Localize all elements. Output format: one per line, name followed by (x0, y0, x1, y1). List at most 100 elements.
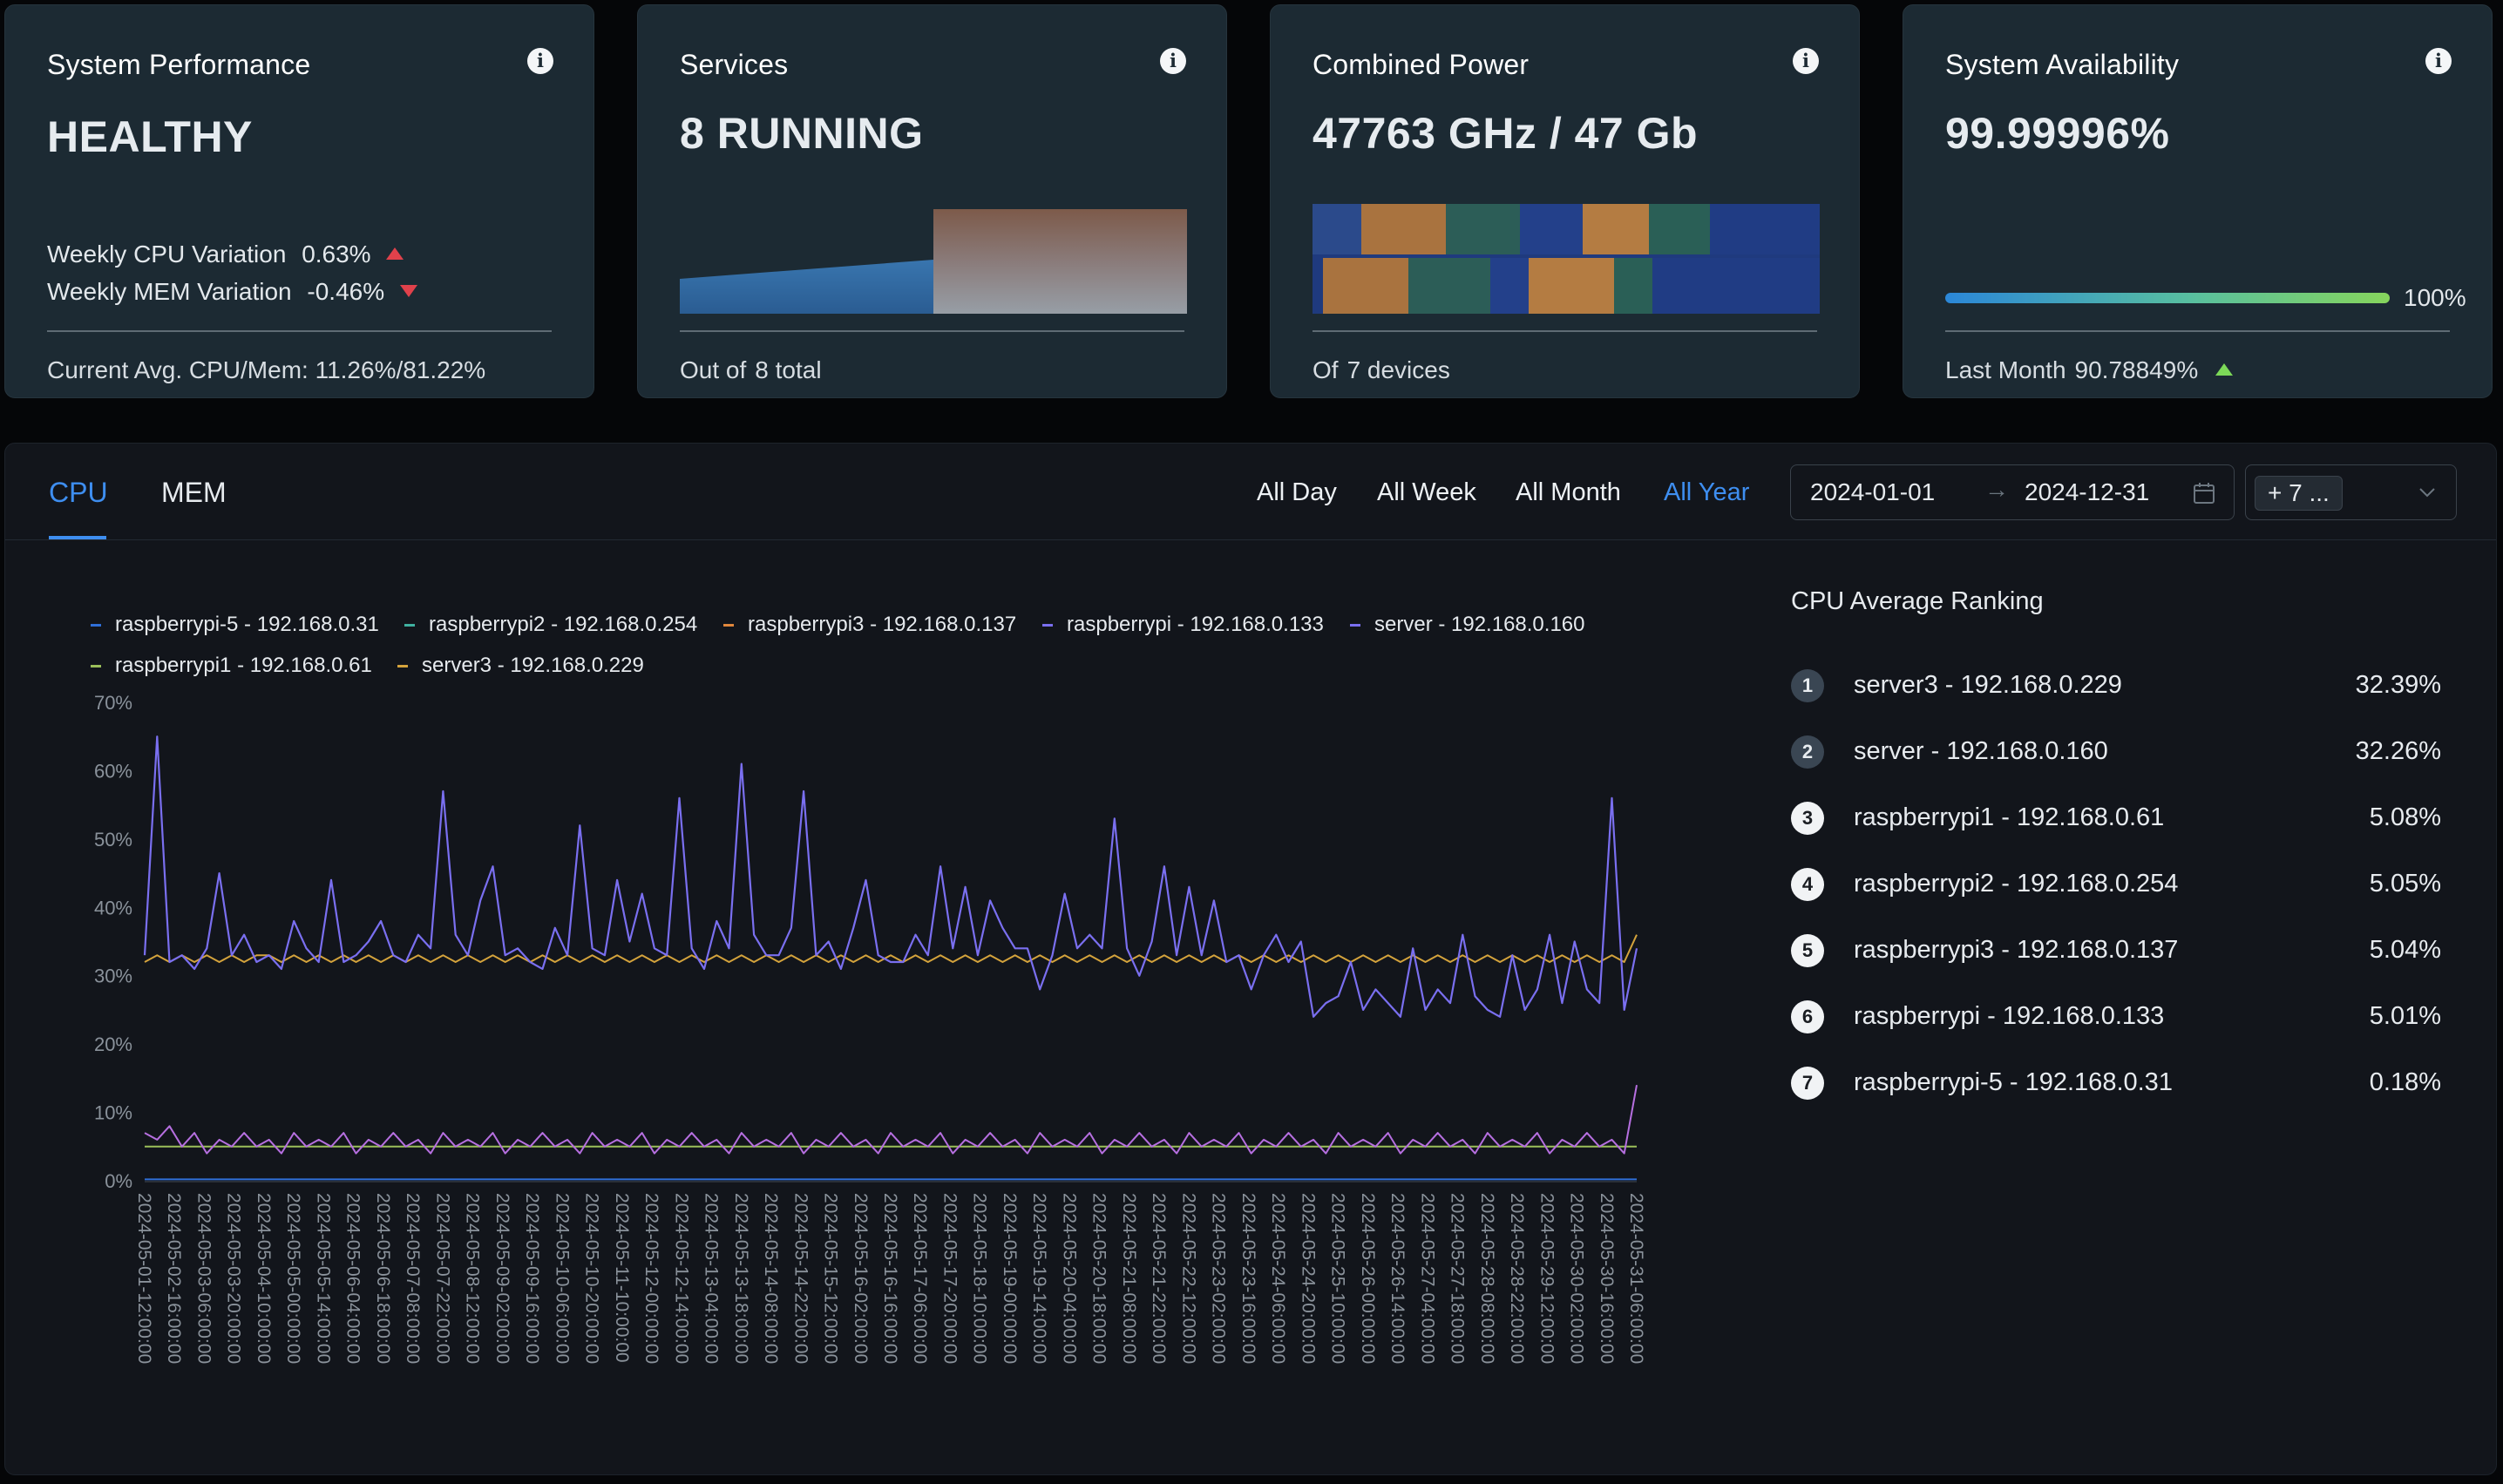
system-availability-card: System Availability i 99.99996% 100% Las… (1903, 4, 2493, 398)
availability-progress-bar (1945, 293, 2390, 303)
rank-device-name: raspberrypi2 - 192.168.0.254 (1854, 870, 2179, 898)
ranking-row: 7 raspberrypi-5 - 192.168.0.31 0.18% (1791, 1065, 2441, 1100)
rank-device-name: server3 - 192.168.0.229 (1854, 671, 2122, 699)
rank-badge: 3 (1791, 802, 1824, 835)
x-tick-label: 2024-05-11-10:00:00 (612, 1193, 632, 1363)
legend-label: raspberrypi3 - 192.168.0.137 (748, 613, 1017, 636)
services-area-orange (933, 209, 1187, 314)
legend-item[interactable]: server - 192.168.0.160 (1350, 613, 1585, 637)
x-tick-label: 2024-05-05-14:00:00 (313, 1193, 333, 1364)
info-icon[interactable]: i (1793, 48, 1819, 74)
x-tick-label: 2024-05-16-02:00:00 (851, 1193, 871, 1364)
legend-item[interactable]: raspberrypi2 - 192.168.0.254 (404, 613, 697, 637)
rank-device-name: raspberrypi - 192.168.0.133 (1854, 1002, 2165, 1030)
y-tick-label: 70% (94, 692, 132, 714)
ranking-row: 6 raspberrypi - 192.168.0.133 5.01% (1791, 999, 2441, 1033)
series-line-raspberrypi[interactable] (144, 1085, 1638, 1155)
chevron-down-icon[interactable] (2418, 483, 2437, 502)
x-tick-label: 2024-05-16-16:00:00 (880, 1193, 900, 1364)
date-range-picker[interactable]: 2024-01-01 → 2024-12-31 (1790, 464, 2235, 520)
card-divider (1313, 330, 1817, 332)
card-divider (680, 330, 1184, 332)
rank-badge: 4 (1791, 868, 1824, 901)
mem-variation: Weekly MEM Variation -0.46% (47, 278, 417, 306)
date-end-input[interactable]: 2024-12-31 (2025, 478, 2150, 505)
mem-variation-label: Weekly MEM Variation (47, 278, 292, 305)
availability-footer-label: Last Month (1945, 356, 2066, 383)
rank-cpu-value: 5.01% (2369, 1002, 2441, 1030)
range-all-week-button[interactable]: All Week (1377, 478, 1476, 506)
trend-up-icon (2215, 363, 2233, 376)
info-icon[interactable]: i (2425, 48, 2452, 74)
rank-cpu-value: 0.18% (2369, 1068, 2441, 1096)
legend-item[interactable]: raspberrypi - 192.168.0.133 (1042, 613, 1324, 637)
availability-footer: Last Month 90.78849% (1945, 356, 2233, 384)
ranking-title: CPU Average Ranking (1791, 587, 2044, 615)
series-line-server[interactable] (143, 735, 1638, 1018)
legend-swatch (91, 664, 101, 667)
x-tick-label: 2024-05-12-00:00:00 (641, 1193, 661, 1364)
legend-item[interactable]: raspberrypi-5 - 192.168.0.31 (91, 613, 379, 637)
tab-mem[interactable]: MEM (161, 477, 227, 508)
heat-cell (1652, 258, 1820, 314)
range-all-month-button[interactable]: All Month (1516, 478, 1621, 506)
availability-value: 99.99996% (1945, 109, 2170, 158)
x-tick-label: 2024-05-06-04:00:00 (343, 1193, 363, 1364)
card-title: Combined Power (1313, 49, 1530, 80)
legend-swatch (397, 664, 408, 667)
x-tick-label: 2024-05-31-06:00:00 (1626, 1193, 1646, 1364)
cpu-variation-value: 0.63% (302, 241, 371, 268)
legend-item[interactable]: server3 - 192.168.0.229 (397, 654, 644, 678)
cpu-variation: Weekly CPU Variation 0.63% (47, 241, 404, 268)
x-tick-label: 2024-05-24-06:00:00 (1268, 1193, 1288, 1364)
x-tick-label: 2024-05-19-00:00:00 (1000, 1193, 1020, 1364)
rank-badge: 2 (1791, 735, 1824, 769)
performance-status: HEALTHY (47, 112, 253, 161)
x-tick-label: 2024-05-18-10:00:00 (970, 1193, 990, 1364)
rank-device-name: raspberrypi-5 - 192.168.0.31 (1854, 1068, 2173, 1096)
x-tick-label: 2024-05-28-22:00:00 (1507, 1193, 1527, 1364)
heat-cell (1323, 258, 1408, 314)
device-select[interactable]: + 7 ... (2245, 464, 2457, 520)
performance-footer: Current Avg. CPU/Mem: 11.26%/81.22% (47, 356, 486, 383)
services-footer-label: Out of (680, 356, 747, 383)
legend-swatch (91, 623, 101, 627)
y-tick-label: 40% (94, 897, 132, 918)
services-count: 8 RUNNING (680, 109, 924, 158)
legend-item[interactable]: raspberrypi3 - 192.168.0.137 (723, 613, 1016, 637)
legend-label: raspberrypi-5 - 192.168.0.31 (115, 613, 379, 636)
legend-swatch (1042, 623, 1053, 627)
date-start-input[interactable]: 2024-01-01 (1810, 478, 1936, 505)
x-tick-label: 2024-05-23-16:00:00 (1238, 1193, 1258, 1364)
tab-cpu[interactable]: CPU (49, 477, 108, 508)
tab-active-indicator (49, 536, 106, 539)
heat-cell (1529, 258, 1614, 314)
x-tick-label: 2024-05-30-16:00:00 (1597, 1193, 1617, 1364)
ranking-row: 1 server3 - 192.168.0.229 32.39% (1791, 667, 2441, 702)
power-heatmap (1313, 204, 1820, 314)
rank-device-name: raspberrypi3 - 192.168.0.137 (1854, 936, 2179, 964)
x-tick-label: 2024-05-28-08:00:00 (1477, 1193, 1497, 1364)
y-tick-label: 10% (94, 1102, 132, 1124)
info-icon[interactable]: i (1160, 48, 1186, 74)
heat-cell (1710, 204, 1820, 254)
range-all-day-button[interactable]: All Day (1257, 478, 1337, 506)
info-icon[interactable]: i (527, 48, 553, 74)
power-footer-value: 7 devices (1346, 356, 1450, 383)
x-tick-label: 2024-05-09-02:00:00 (492, 1193, 512, 1364)
rank-cpu-value: 5.08% (2369, 803, 2441, 831)
x-tick-label: 2024-05-21-22:00:00 (1149, 1193, 1169, 1364)
heat-cell (1614, 258, 1652, 314)
device-tag-chip[interactable]: + 7 ... (2255, 476, 2343, 511)
rank-cpu-value: 5.04% (2369, 936, 2441, 964)
range-all-year-button[interactable]: All Year (1664, 478, 1750, 506)
calendar-icon[interactable] (2192, 481, 2216, 505)
x-tick-label: 2024-05-17-06:00:00 (910, 1193, 930, 1364)
legend-label: raspberrypi2 - 192.168.0.254 (429, 613, 698, 636)
x-tick-label: 2024-05-10-20:00:00 (582, 1193, 602, 1364)
legend-swatch (404, 623, 415, 627)
x-tick-label: 2024-05-13-04:00:00 (702, 1193, 722, 1364)
legend-item[interactable]: raspberrypi1 - 192.168.0.61 (91, 654, 372, 678)
x-tick-label: 2024-05-04-10:00:00 (254, 1193, 274, 1364)
panel-divider (5, 539, 2496, 540)
